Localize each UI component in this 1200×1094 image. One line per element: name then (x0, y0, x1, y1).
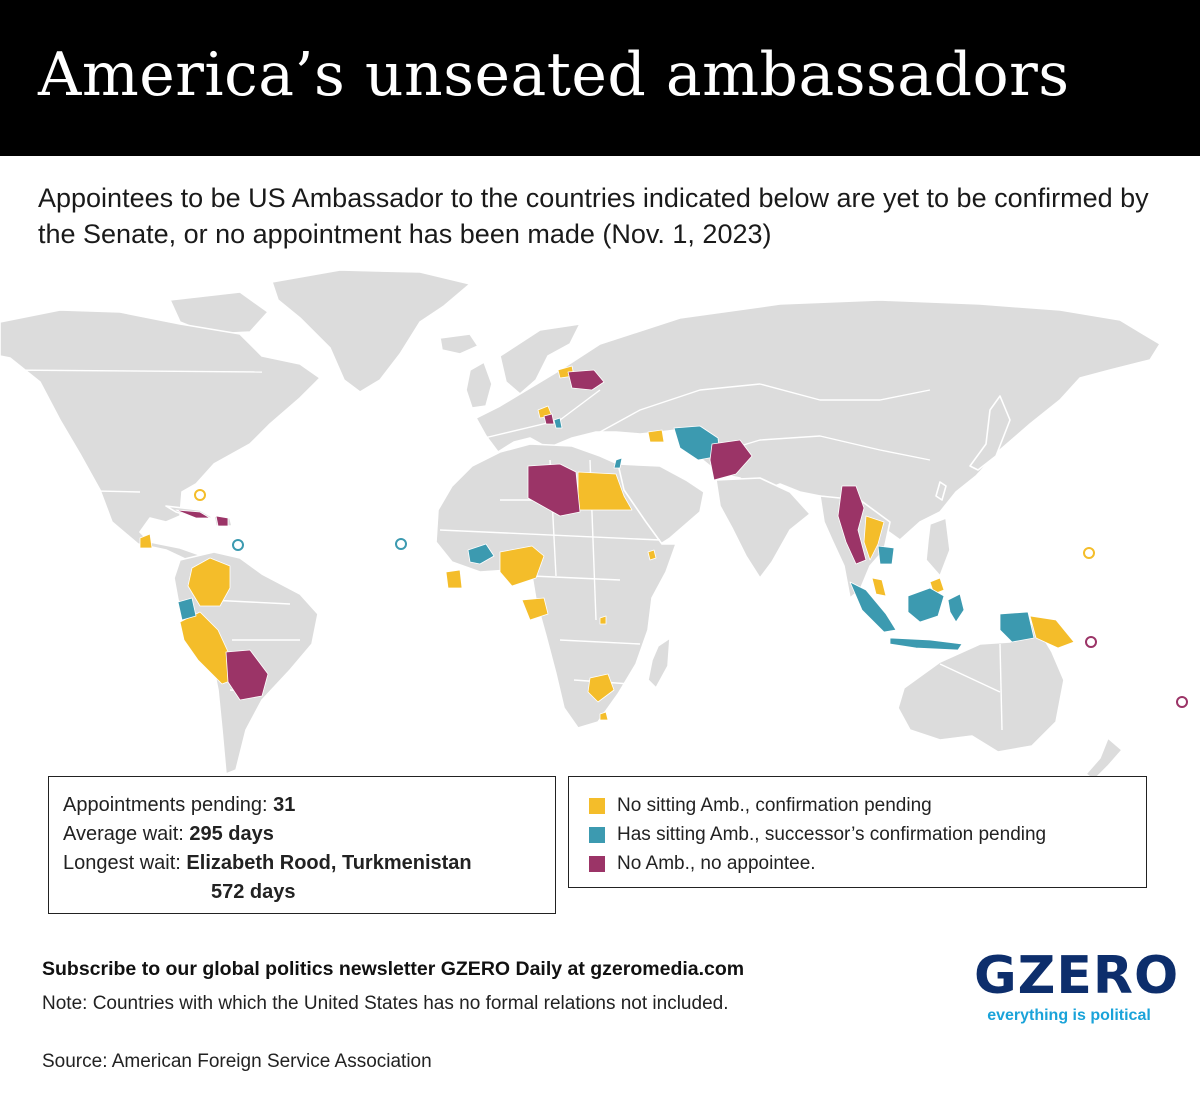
legend-swatch-yellow (589, 797, 605, 814)
country-djibouti (647, 549, 657, 561)
eurasia (475, 299, 1161, 541)
great-britain (465, 361, 493, 409)
gzero-logo: GZERO everything is political (974, 946, 1180, 1026)
small-nation-markers (194, 489, 1188, 708)
taiwan (935, 481, 947, 501)
stat-wait-label: Average wait: (63, 823, 184, 845)
africa (435, 443, 677, 729)
land-masses (0, 269, 1161, 780)
country-indonesia-sulawesi (947, 593, 965, 623)
status-sitting-successor-pending (177, 417, 1035, 651)
logo-wordmark: GZERO (974, 946, 1180, 1006)
philippines (925, 517, 951, 577)
marker-solomon-islands (1085, 636, 1097, 648)
country-bolivia (225, 649, 269, 701)
country-gabon (521, 597, 549, 621)
stats-box: Appointments pending: 31 Average wait: 2… (48, 776, 556, 914)
country-belarus (567, 369, 605, 391)
marker-cabo-verde (395, 538, 407, 550)
legend-swatch-teal (589, 826, 605, 843)
stat-pending-value: 31 (273, 794, 296, 816)
legend-label: No Amb., no appointee. (617, 852, 816, 874)
source-line: Source: American Foreign Service Associa… (42, 1051, 432, 1072)
stat-pending-label: Appointments pending: (63, 794, 268, 816)
country-indonesia-java (889, 637, 963, 651)
marker-barbados (232, 539, 244, 551)
canadian-arctic-islands (169, 291, 269, 335)
legend-item-no-sitting-pending: No sitting Amb., confirmation pending (589, 791, 1146, 820)
stat-longest: Longest wait: Elizabeth Rood, Turkmenist… (63, 849, 555, 878)
country-indonesia-papua (999, 611, 1035, 643)
country-indonesia-borneo (907, 587, 945, 623)
marker-bahamas (194, 489, 206, 501)
logo-tagline: everything is political (987, 1007, 1151, 1024)
footnote: Note: Countries with which the United St… (42, 993, 729, 1014)
scandinavia (499, 323, 581, 395)
stat-longest-days: 572 days (211, 881, 296, 903)
country-montenegro (553, 417, 563, 429)
legend-item-sitting-successor-pending: Has sitting Amb., successor’s confirmati… (589, 820, 1146, 849)
country-zimbabwe (587, 673, 615, 703)
country-rwanda (599, 615, 607, 625)
world-map (0, 269, 1188, 780)
page-title: America’s unseated ambassadors (38, 40, 1070, 110)
country-haiti (215, 515, 229, 527)
country-cambodia (877, 545, 895, 565)
status-no-amb-no-appointee (175, 369, 867, 701)
marker-marshall-islands (1083, 547, 1095, 559)
country-papua-new-guinea (1029, 615, 1075, 649)
country-afghanistan (709, 439, 753, 481)
legend-label: No sitting Amb., confirmation pending (617, 794, 932, 816)
stat-longest-value: Elizabeth Rood, Turkmenistan (186, 852, 472, 874)
country-colombia (187, 557, 231, 607)
country-armenia (647, 429, 665, 443)
indian-subcontinent (715, 477, 811, 579)
country-ivory-coast (445, 569, 463, 589)
legend-swatch-purple (589, 855, 605, 872)
stat-longest-label: Longest wait: (63, 852, 181, 874)
country-burkina-faso (467, 543, 495, 565)
stat-wait-value: 295 days (189, 823, 274, 845)
stat-wait: Average wait: 295 days (63, 820, 555, 849)
japan (969, 395, 1011, 471)
title-banner: America’s unseated ambassadors (0, 0, 1200, 156)
subscribe-line: Subscribe to our global politics newslet… (42, 958, 745, 980)
country-thailand (863, 515, 885, 561)
country-nigeria (499, 545, 545, 587)
country-eswatini (599, 711, 609, 721)
country-nicaragua (139, 533, 153, 549)
marker-vanuatu (1176, 696, 1188, 708)
country-malaysia (871, 577, 887, 597)
new-zealand (1085, 737, 1123, 780)
iceland (439, 333, 479, 355)
subtitle: Appointees to be US Ambassador to the co… (38, 183, 1149, 249)
legend: No sitting Amb., confirmation pending Ha… (568, 776, 1147, 888)
country-ecuador (177, 597, 197, 621)
legend-item-no-amb-no-appointee: No Amb., no appointee. (589, 849, 1146, 878)
country-libya (527, 463, 581, 517)
country-indonesia-sumatra (849, 581, 897, 633)
north-america (0, 309, 321, 579)
legend-label: Has sitting Amb., successor’s confirmati… (617, 823, 1047, 845)
country-bosnia (543, 413, 555, 425)
country-myanmar (837, 485, 867, 565)
status-no-sitting-pending (139, 365, 1075, 721)
stat-pending: Appointments pending: 31 (63, 791, 555, 820)
country-cuba-highlight (175, 509, 211, 519)
australia (897, 621, 1065, 753)
stat-longest-days-row: 572 days (63, 878, 555, 907)
madagascar (647, 637, 671, 689)
greenland (271, 269, 471, 393)
country-eritrea (613, 457, 623, 469)
